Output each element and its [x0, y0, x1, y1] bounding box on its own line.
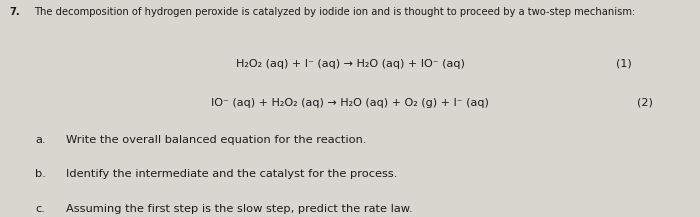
Text: IO⁻ (aq) + H₂O₂ (aq) → H₂O (aq) + O₂ (g) + I⁻ (aq): IO⁻ (aq) + H₂O₂ (aq) → H₂O (aq) + O₂ (g)…: [211, 98, 489, 108]
Text: Identify the intermediate and the catalyst for the process.: Identify the intermediate and the cataly…: [66, 169, 398, 179]
Text: (2): (2): [637, 98, 653, 108]
Text: Write the overall balanced equation for the reaction.: Write the overall balanced equation for …: [66, 135, 367, 145]
Text: 7.: 7.: [9, 7, 20, 16]
Text: The decomposition of hydrogen peroxide is catalyzed by iodide ion and is thought: The decomposition of hydrogen peroxide i…: [34, 7, 635, 16]
Text: Assuming the first step is the slow step, predict the rate law.: Assuming the first step is the slow step…: [66, 204, 413, 214]
Text: c.: c.: [35, 204, 45, 214]
Text: b.: b.: [35, 169, 46, 179]
Text: a.: a.: [35, 135, 46, 145]
Text: H₂O₂ (aq) + I⁻ (aq) → H₂O (aq) + IO⁻ (aq): H₂O₂ (aq) + I⁻ (aq) → H₂O (aq) + IO⁻ (aq…: [236, 59, 464, 69]
Text: (1): (1): [616, 59, 631, 69]
